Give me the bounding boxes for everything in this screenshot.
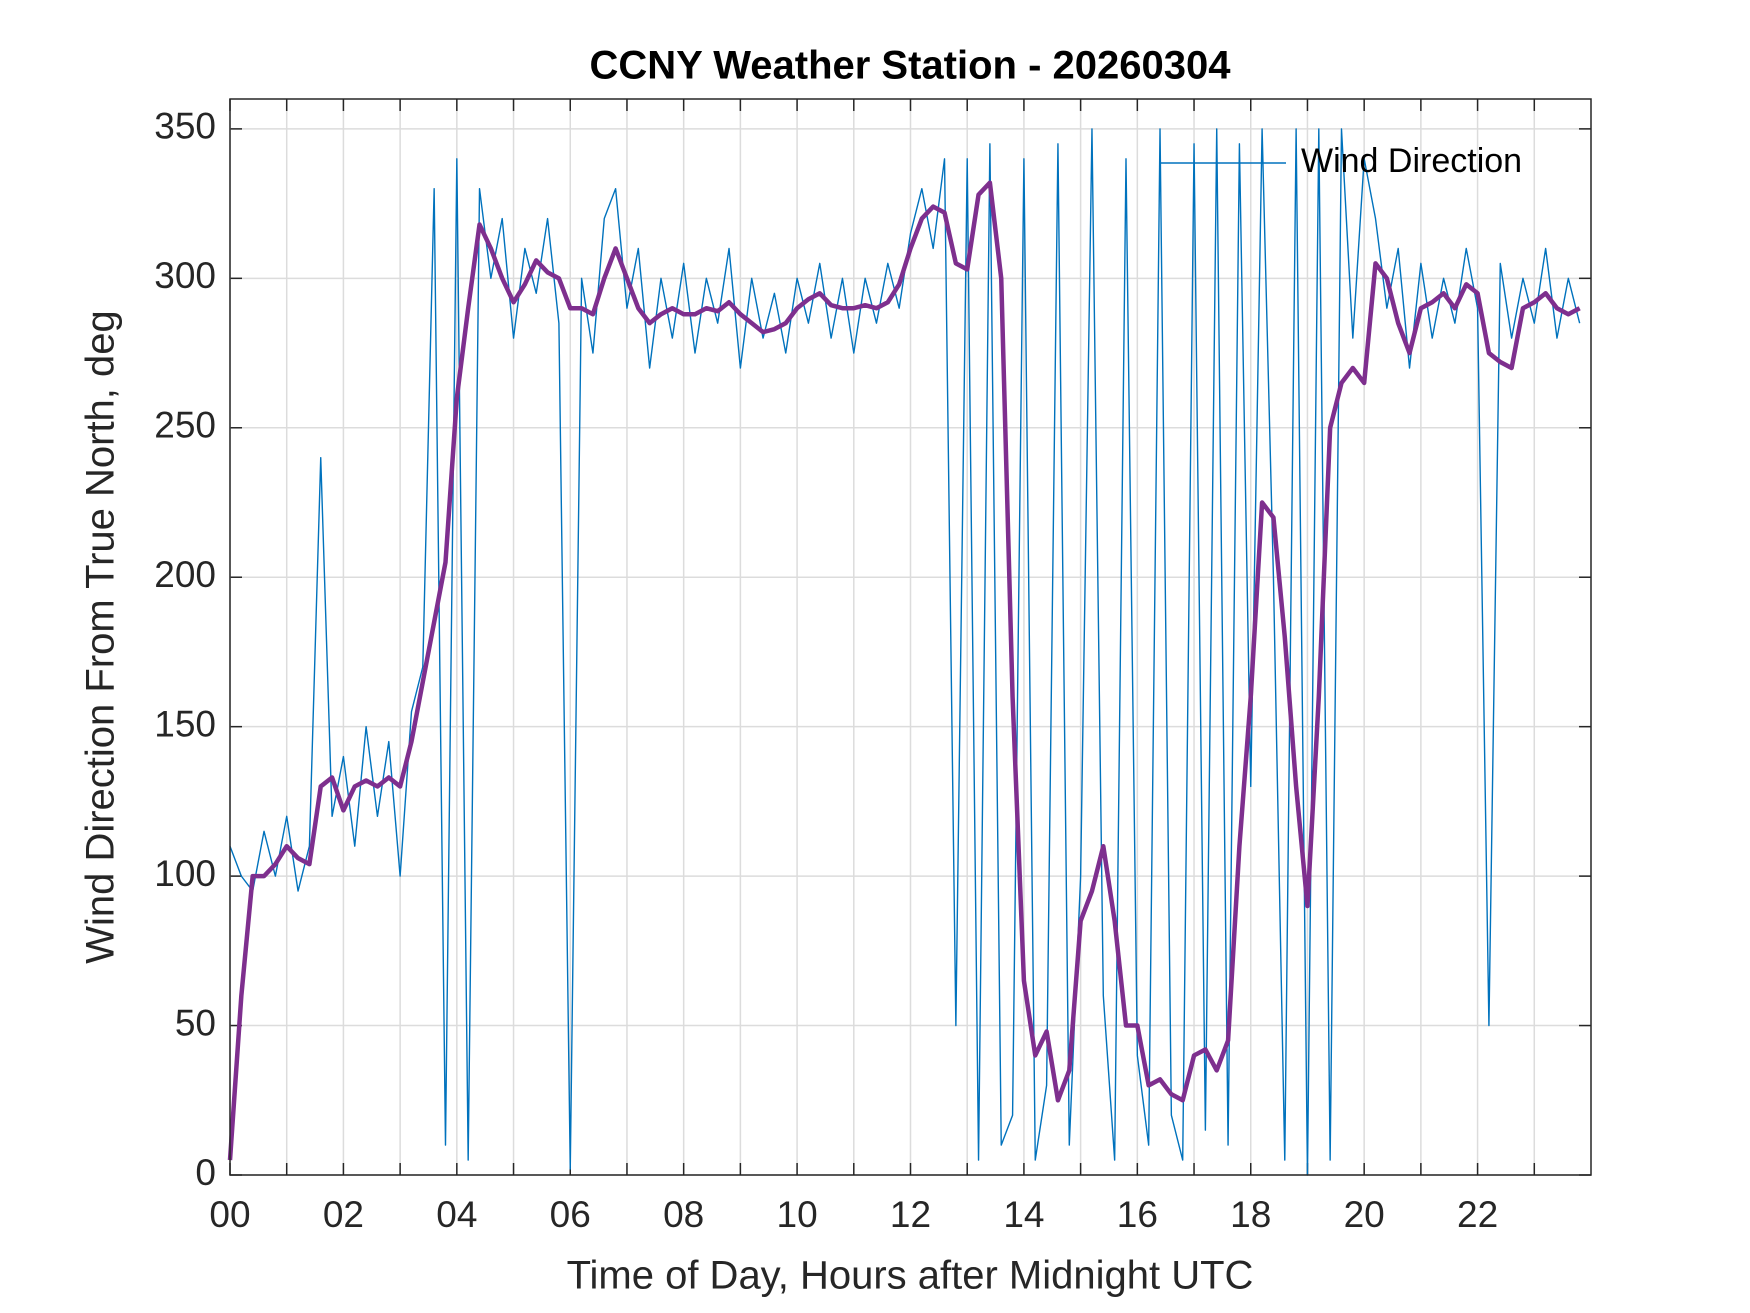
x-tick-label: 08 bbox=[663, 1194, 704, 1235]
x-tick-label: 10 bbox=[777, 1194, 818, 1235]
legend-label: Wind Direction bbox=[1301, 142, 1522, 180]
y-tick-label: 350 bbox=[154, 106, 216, 147]
y-tick-label: 150 bbox=[154, 703, 216, 744]
x-tick-label: 02 bbox=[323, 1194, 364, 1235]
series-line bbox=[227, 180, 1581, 1161]
x-tick-label: 18 bbox=[1230, 1194, 1271, 1235]
y-tick-label: 0 bbox=[195, 1152, 216, 1193]
x-tick-label: 22 bbox=[1457, 1194, 1498, 1235]
x-tick-label: 04 bbox=[436, 1194, 477, 1235]
x-tick-label: 14 bbox=[1003, 1194, 1044, 1235]
y-axis-label: Wind Direction From True North, deg bbox=[79, 310, 123, 964]
x-tick-label: 20 bbox=[1344, 1194, 1385, 1235]
x-axis-label: Time of Day, Hours after Midnight UTC bbox=[567, 1254, 1254, 1298]
y-tick-label: 200 bbox=[154, 554, 216, 595]
y-tick-label: 100 bbox=[154, 853, 216, 894]
x-tick-label: 06 bbox=[550, 1194, 591, 1235]
chart-title: CCNY Weather Station - 20260304 bbox=[590, 44, 1232, 88]
y-tick-label: 300 bbox=[154, 255, 216, 296]
y-tick-label: 250 bbox=[154, 405, 216, 446]
x-tick-label: 12 bbox=[890, 1194, 931, 1235]
plot-frame bbox=[229, 98, 1592, 1176]
x-tick-label: 00 bbox=[209, 1194, 250, 1235]
y-tick-label: 50 bbox=[175, 1002, 216, 1043]
x-tick-label: 16 bbox=[1117, 1194, 1158, 1235]
